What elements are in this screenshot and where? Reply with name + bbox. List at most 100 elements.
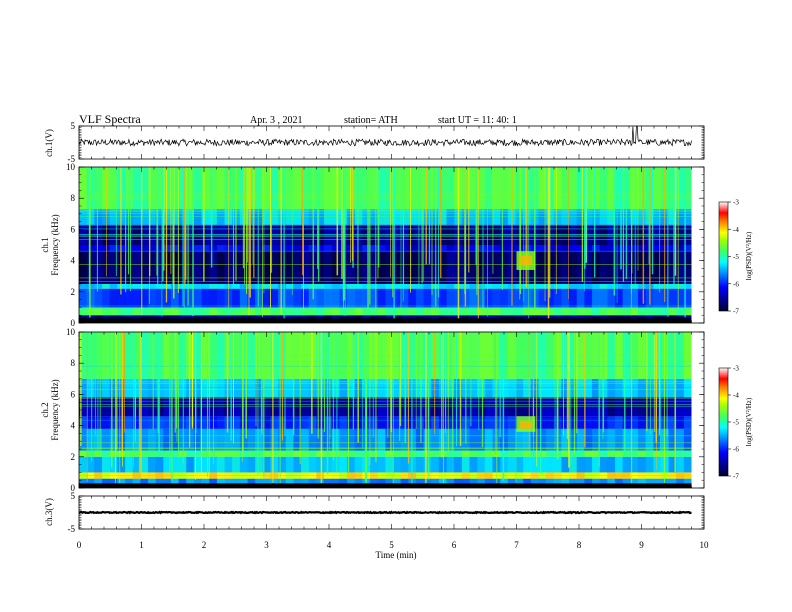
spectral-cell: [247, 307, 256, 316]
spectral-cell: [484, 245, 493, 252]
spectral-cell: [86, 307, 95, 316]
spectral-cell: [170, 456, 179, 473]
spectral-cell: [278, 245, 287, 252]
spectral-cell: [607, 428, 616, 451]
spectral-cell: [561, 378, 570, 398]
x-tick-label: 4: [327, 540, 332, 550]
spectral-cell: [454, 428, 463, 451]
spectral-cell: [316, 428, 325, 451]
spectral-cell: [247, 288, 256, 308]
spectral-cell: [561, 450, 570, 457]
spectral-cell: [561, 284, 570, 289]
spectral-cell: [676, 378, 685, 398]
spectral-cell: [438, 251, 447, 284]
spectral-cell: [676, 456, 685, 473]
spectral-cell: [614, 167, 623, 210]
spectral-cell: [438, 428, 447, 451]
spectral-cell: [415, 167, 424, 210]
spectral-cell: [599, 245, 608, 252]
spectral-cell: [553, 288, 562, 308]
x-tick-label: 6: [452, 540, 457, 550]
spectral-cell: [576, 288, 585, 308]
spectral-cell: [653, 284, 662, 289]
spectral-cell: [676, 167, 685, 210]
spectral-cell: [278, 456, 287, 473]
spectral-cell: [101, 397, 110, 417]
x-tick-label: 9: [639, 540, 644, 550]
spectral-cell: [676, 397, 685, 417]
spectral-cell: [569, 456, 577, 473]
spectral-cell: [591, 397, 600, 417]
spectral-cell: [109, 416, 118, 429]
spectral-cell: [301, 416, 309, 429]
spectral-cell: [193, 284, 202, 289]
spectral-cell: [247, 209, 256, 225]
spectral-cell: [584, 209, 593, 225]
spectral-cell: [186, 209, 195, 225]
spectral-cell: [117, 397, 126, 417]
spectral-cell: [262, 307, 271, 316]
spectral-cell: [591, 456, 600, 473]
spectral-cell: [224, 307, 233, 316]
spectral-cell: [101, 245, 110, 252]
spectral-cell: [293, 284, 302, 289]
spectral-cell: [117, 288, 126, 308]
spectral-cell: [408, 209, 417, 225]
spectral-cell: [216, 245, 225, 252]
spectral-cell: [316, 288, 325, 308]
spectral-cell: [637, 416, 646, 429]
spectral-cell: [247, 167, 256, 210]
spectral-cell: [438, 288, 447, 308]
colorbar-tick-label: -6: [733, 446, 739, 454]
spectral-cell: [124, 450, 133, 457]
spectral-cell: [132, 284, 141, 289]
spectral-cell: [86, 167, 95, 210]
spectral-cell: [438, 284, 447, 289]
spectral-cell: [140, 245, 149, 252]
spectral-cell: [147, 245, 156, 252]
spectral-cell: [576, 251, 585, 284]
spectral-cell: [607, 378, 616, 398]
spectral-cell: [163, 450, 172, 457]
spectral-cell: [500, 284, 509, 289]
spectral-cell: [369, 209, 378, 225]
spectral-cell: [530, 450, 539, 457]
spectral-cell: [186, 251, 195, 284]
spectral-cell: [193, 167, 202, 210]
spectral-cell: [423, 284, 432, 289]
spectral-event-core: [519, 420, 533, 429]
spectral-cell: [293, 251, 302, 284]
spectral-cell: [79, 288, 87, 308]
spectral-cell: [423, 456, 432, 473]
spectral-cell: [523, 456, 532, 473]
spectral-cell: [285, 251, 294, 284]
spectral-cell: [369, 428, 378, 451]
spectral-cell: [301, 209, 309, 225]
spectral-cell: [408, 307, 417, 316]
spectral-cell: [530, 307, 539, 316]
spectral-cell: [385, 428, 394, 451]
spectral-cell: [591, 245, 600, 252]
spectral-cell: [530, 378, 539, 398]
spectral-cell: [599, 284, 608, 289]
spectral-cell: [124, 428, 133, 451]
spectral-cell: [94, 284, 103, 289]
spectral-cell: [331, 167, 340, 210]
spectral-cell: [385, 378, 394, 398]
spectral-cell: [584, 167, 593, 210]
spectral-cell: [607, 307, 616, 316]
spectral-cell: [385, 284, 394, 289]
spectral-cell: [354, 284, 363, 289]
spectral-cell: [86, 428, 95, 451]
spectral-cell: [193, 307, 202, 316]
spectral-cell: [147, 307, 156, 316]
spectral-cell: [109, 428, 118, 451]
spectral-cell: [683, 209, 692, 225]
spectral-cell: [224, 397, 233, 417]
spectral-cell: [132, 456, 141, 473]
spectral-cell: [607, 167, 616, 210]
spectral-cell: [232, 397, 241, 417]
spectral-cell: [515, 456, 524, 473]
spectral-cell: [469, 284, 478, 289]
